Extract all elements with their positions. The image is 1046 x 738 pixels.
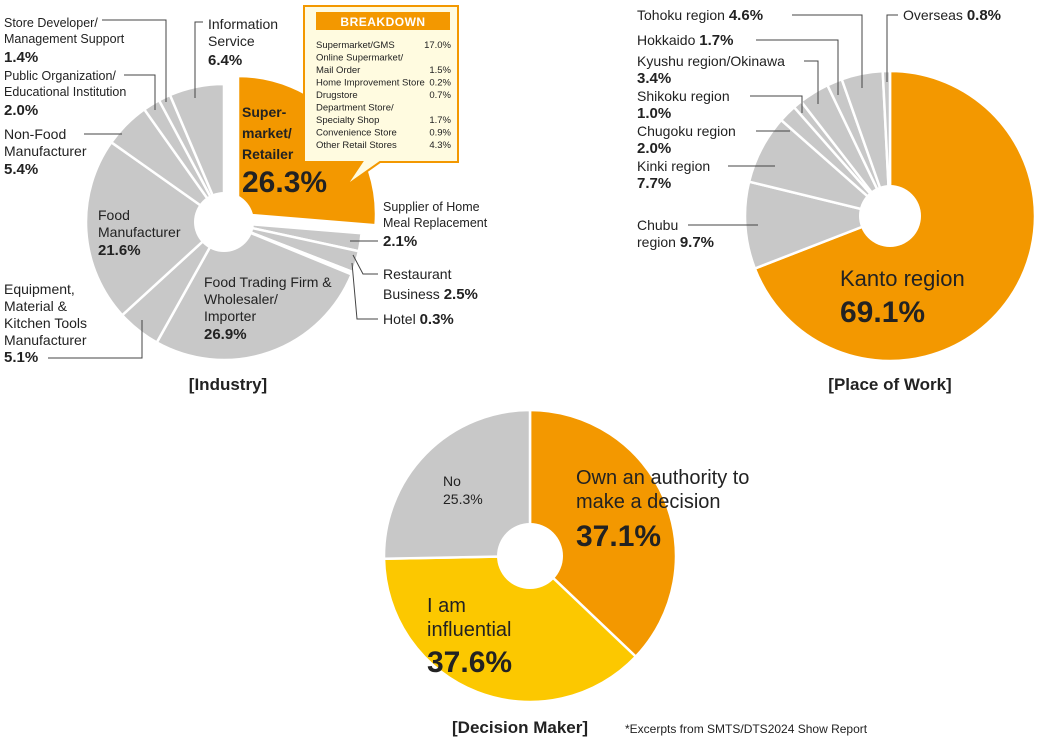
industry-label-food: Food Manufacturer <box>98 207 181 240</box>
decision-label-authority: Own an authority to make a decision <box>576 467 749 513</box>
decision-chart-title: [Decision Maker] <box>452 718 588 737</box>
industry-value-supplier: 2.1% <box>383 233 417 250</box>
place-label-tohoku: Tohoku region 4.6% <box>637 7 763 24</box>
pie-2-hole <box>497 523 563 589</box>
breakdown-item-value: 1.7% <box>429 115 451 126</box>
breakdown-item-label: Specialty Shop <box>316 115 379 126</box>
industry-label-nonfood: Non-Food Manufacturer <box>4 126 87 159</box>
breakdown-item-label: Mail Order <box>316 65 360 76</box>
breakdown-callout: BREAKDOWN Supermarket/GMS 17.0% Online Sup… <box>303 5 459 187</box>
industry-chart-title: [Industry] <box>189 375 267 394</box>
breakdown-item-value: 4.3% <box>429 140 451 151</box>
industry-value-food: 21.6% <box>98 242 141 259</box>
pie-0 <box>84 74 378 362</box>
breakdown-item-label: Department Store/ <box>316 103 394 114</box>
breakdown-item-label: Drugstore <box>316 90 358 101</box>
breakdown-item-value: 0.9% <box>429 128 451 139</box>
industry-value-supermarket: 26.3% <box>242 166 327 199</box>
pie-1 <box>743 69 1037 363</box>
industry-label-hotel: Hotel 0.3% <box>383 311 454 328</box>
place-label-hokkaido: Hokkaido 1.7% <box>637 32 733 49</box>
decision-value-no: 25.3% <box>443 491 483 507</box>
place-label-chubu-2: region 9.7% <box>637 234 714 251</box>
breakdown-item-label: Online Supermarket/ <box>316 53 403 64</box>
industry-label-trading: Food Trading Firm & Wholesaler/Importer <box>204 274 332 324</box>
place-label-kyushu: Kyushu region/Okinawa <box>637 53 785 69</box>
place-labels: Overseas 0.8% Tohoku region 4.6% Hokkaid… <box>637 7 1001 394</box>
breakdown-item-value: 17.0% <box>424 40 451 51</box>
pie-1-slice-1 <box>743 180 895 271</box>
industry-value-equipment: 5.1% <box>4 349 38 366</box>
industry-value-nonfood: 5.4% <box>4 161 38 178</box>
industry-value-trading: 26.9% <box>204 326 247 343</box>
breakdown-item-label: Convenience Store <box>316 128 397 139</box>
decision-label-influential: I am influential <box>427 595 512 641</box>
industry-label-equipment: Equipment, Material & Kitchen Tools Manufac… <box>4 281 87 348</box>
decision-value-authority: 37.1% <box>576 520 661 553</box>
place-chart-title: [Place of Work] <box>828 375 951 394</box>
industry-value-public: 2.0% <box>4 102 38 119</box>
industry-label-restaurant-2: Business 2.5% <box>383 286 478 303</box>
place-label-chugoku: Chugoku region <box>637 123 736 139</box>
breakdown-item-value: 0.2% <box>429 78 451 89</box>
breakdown-item-value: 0.7% <box>429 90 451 101</box>
industry-label-public: Public Organization/Educational Institut… <box>4 69 126 99</box>
decision-value-influential: 37.6% <box>427 646 512 679</box>
breakdown-item-label: Other Retail Stores <box>316 140 397 151</box>
place-value-kanto: 69.1% <box>840 296 925 329</box>
pie-1-slice-8 <box>881 69 892 217</box>
breakdown-title: BREAKDOWN <box>340 15 425 29</box>
pie-2-slice-1 <box>382 554 638 704</box>
place-label-kanto: Kanto region <box>840 266 965 291</box>
industry-label-info: Information Service <box>208 16 278 49</box>
place-value-chugoku: 2.0% <box>637 140 671 157</box>
place-label-overseas: Overseas 0.8% <box>903 7 1001 24</box>
pie-0-slice-10 <box>168 82 226 223</box>
decision-label-no: No <box>443 473 461 489</box>
pie-2 <box>382 408 678 704</box>
industry-label-supermarket: Super-market/Retailer <box>242 104 294 162</box>
industry-value-store-dev: 1.4% <box>4 49 38 66</box>
pie-2-slice-2 <box>382 408 532 561</box>
pie-1-hole <box>859 185 921 247</box>
industry-label-supplier: Supplier of Home Meal Replacement <box>383 200 488 230</box>
place-value-kinki: 7.7% <box>637 175 671 192</box>
breakdown-item-label: Supermarket/GMS <box>316 40 395 51</box>
place-value-kyushu: 3.4% <box>637 70 671 87</box>
footnote: *Excerpts from SMTS/DTS2024 Show Report <box>625 722 868 736</box>
industry-labels: Super-market/Retailer 26.3% Supplier of … <box>4 5 488 394</box>
pie-2-slice-0 <box>528 408 678 659</box>
place-label-shikoku: Shikoku region <box>637 88 730 104</box>
pie-0-slice-6 <box>84 140 226 317</box>
industry-label-restaurant: Restaurant <box>383 266 452 282</box>
place-label-chubu: Chubu <box>637 217 678 233</box>
pie-0-hole <box>194 192 254 252</box>
industry-label-store-dev: Store Developer/Management Support <box>4 16 125 46</box>
decision-labels: Own an authority to make a decision 37.1%… <box>427 467 868 737</box>
place-label-kinki: Kinki region <box>637 158 710 174</box>
breakdown-item-value: 1.5% <box>429 65 451 76</box>
industry-value-info: 6.4% <box>208 52 242 69</box>
breakdown-item-label: Home Improvement Store <box>316 78 425 89</box>
place-value-shikoku: 1.0% <box>637 105 671 122</box>
